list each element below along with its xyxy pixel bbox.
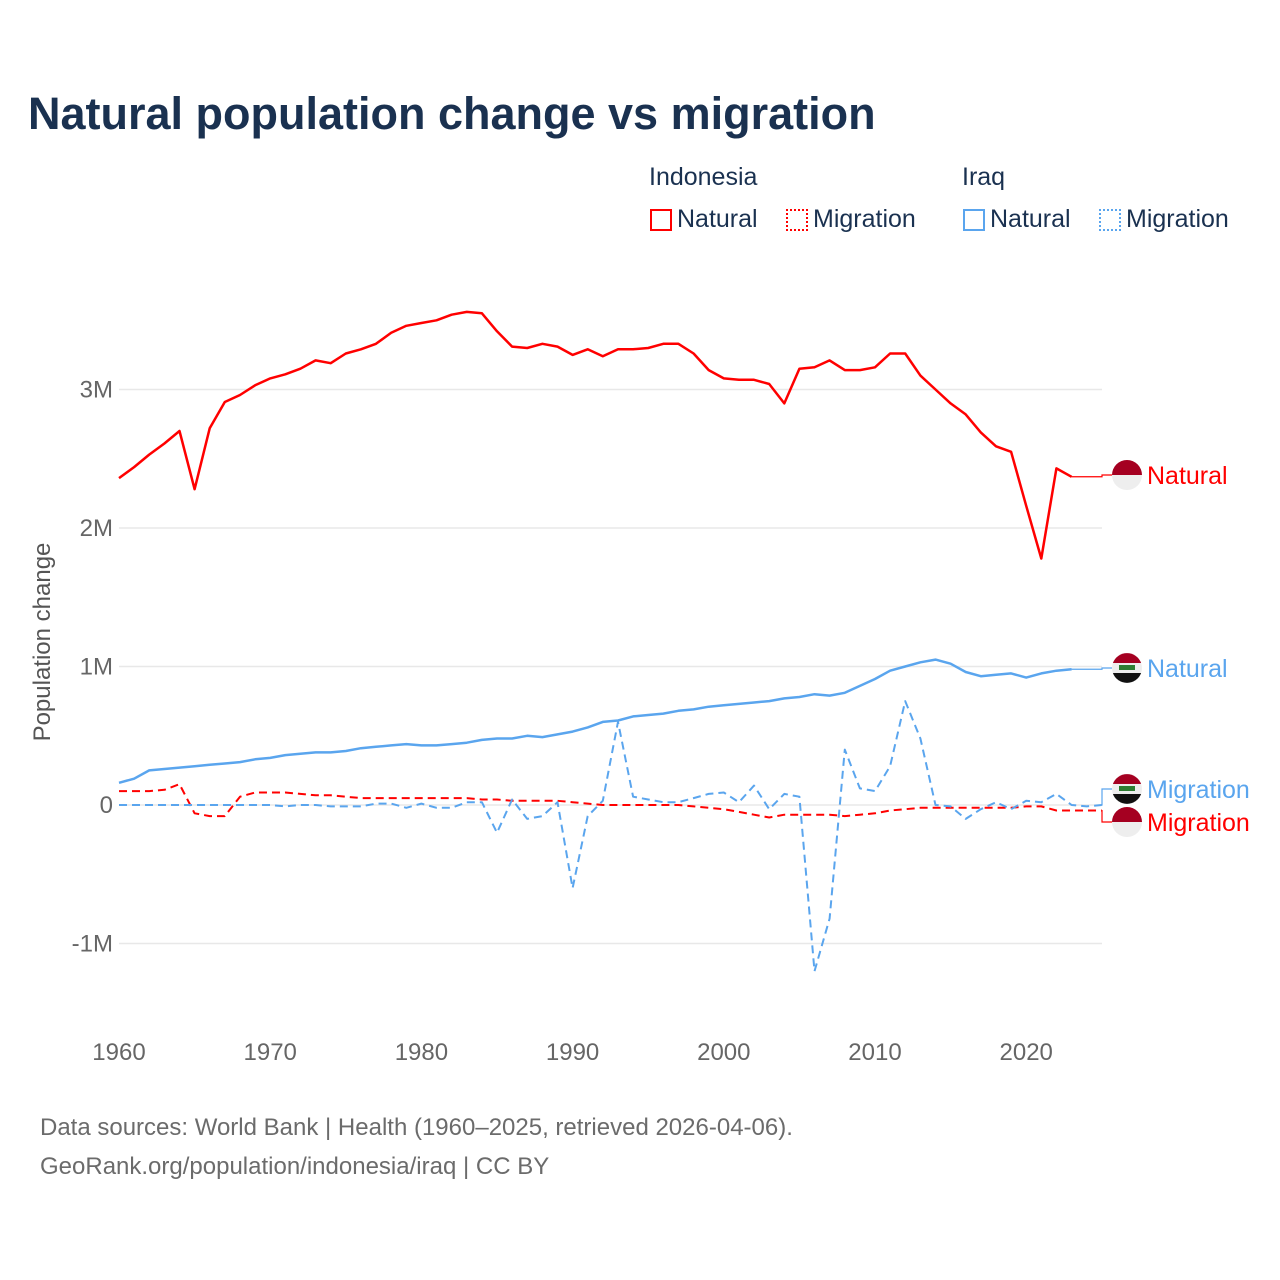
footer: Data sources: World Bank | Health (1960–…: [40, 1108, 793, 1186]
series-line-indonesia-migration: [119, 783, 1102, 819]
solid-swatch-icon: [650, 208, 672, 231]
series-line-iraq-natural: [118, 658, 1072, 785]
iraq-flag-icon: [1112, 653, 1142, 683]
legend-group-iraq: Iraq: [962, 163, 1006, 191]
y-tick-label: 2M: [80, 515, 113, 542]
solid-swatch-icon: [963, 208, 985, 231]
label-connector: [1071, 474, 1112, 478]
indonesia-flag-icon: [1112, 460, 1142, 490]
legend-iraq-migration[interactable]: Migration: [1099, 205, 1229, 234]
flag-black-band: [1112, 794, 1142, 804]
y-axis-label: Population change: [29, 543, 56, 742]
end-label: Migration: [1147, 809, 1250, 837]
flag-emblem: [1119, 665, 1135, 670]
dotted-swatch-icon: [786, 208, 808, 231]
x-tick-label: 1980: [395, 1039, 448, 1066]
x-tick-label: 2010: [848, 1039, 901, 1066]
y-tick-label: 1M: [80, 654, 113, 681]
legend-group-indonesia: Indonesia: [649, 163, 758, 191]
indonesia-flag-icon: [1112, 807, 1142, 837]
label-connector: [1071, 667, 1112, 670]
flag-red-band: [1112, 653, 1142, 663]
y-tick-label: 0: [100, 792, 113, 819]
flag-white-band: [1112, 822, 1142, 837]
x-tick-label: 2020: [1000, 1039, 1053, 1066]
flag-red-band: [1112, 460, 1142, 475]
flag-white-band: [1112, 475, 1142, 490]
label-connector: [1101, 788, 1112, 806]
dotted-swatch-icon: [1099, 208, 1121, 231]
flag-black-band: [1112, 673, 1142, 683]
legend-label: Migration: [813, 205, 916, 233]
label-connector: [1101, 809, 1112, 823]
legend-label: Migration: [1126, 205, 1229, 233]
flag-red-band: [1112, 774, 1142, 784]
legend-iraq-natural[interactable]: Natural: [963, 205, 1071, 234]
end-label: Natural: [1147, 462, 1228, 490]
chart-title: Natural population change vs migration: [28, 88, 876, 139]
flag-red-band: [1112, 807, 1142, 822]
data-source: Data sources: World Bank | Health (1960–…: [40, 1114, 793, 1141]
flag-emblem: [1119, 786, 1135, 791]
series-line-indonesia-natural: [118, 310, 1073, 560]
iraq-flag-icon: [1112, 774, 1142, 804]
attribution-link[interactable]: GeoRank.org/population/indonesia/iraq | …: [40, 1153, 550, 1180]
end-label: Migration: [1147, 776, 1250, 804]
legend-label: Natural: [677, 205, 758, 233]
legend-label: Natural: [990, 205, 1071, 233]
x-tick-label: 1960: [92, 1039, 145, 1066]
y-tick-label: 3M: [80, 377, 113, 404]
legend-indonesia-natural[interactable]: Natural: [650, 205, 758, 234]
x-tick-label: 1990: [546, 1039, 599, 1066]
x-tick-label: 2000: [697, 1039, 750, 1066]
x-tick-label: 1970: [244, 1039, 297, 1066]
y-tick-label: -1M: [72, 931, 113, 958]
series-line-iraq-migration: [119, 700, 1102, 973]
end-label: Natural: [1147, 655, 1228, 683]
chart-area: -1M 0 1M 2M 3M 1960 1970 1980 1990 2000 2010 2020 N…: [29, 310, 1250, 1066]
legend-indonesia-migration[interactable]: Migration: [786, 205, 916, 234]
